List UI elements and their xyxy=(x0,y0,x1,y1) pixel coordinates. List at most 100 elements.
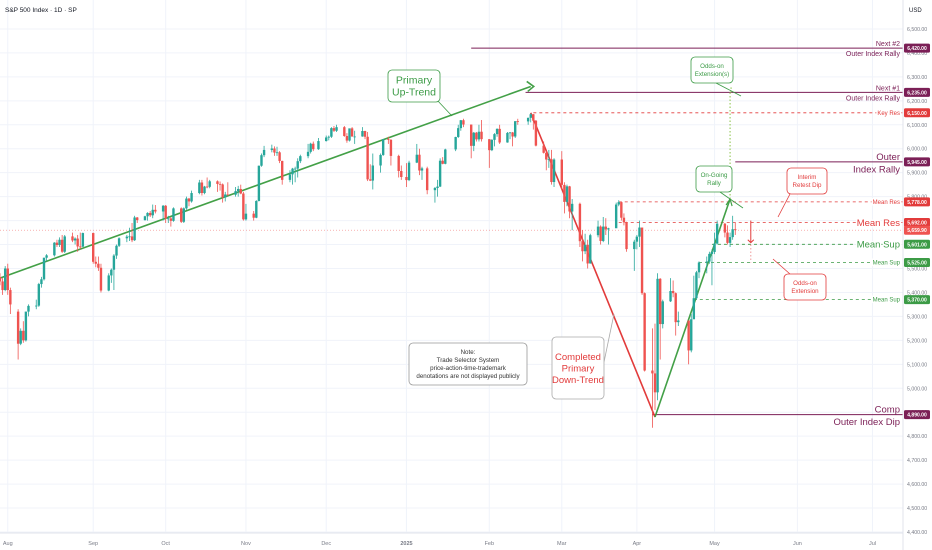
level-label-2: Outer Index Rally xyxy=(846,51,901,58)
price-tag xyxy=(904,295,930,305)
callout-text: denotations are not displayed publicly xyxy=(416,373,520,380)
candle-body xyxy=(560,159,563,185)
candle-body xyxy=(327,136,330,138)
candle-body xyxy=(239,188,242,194)
candle-body xyxy=(348,128,351,141)
candle-body xyxy=(244,213,248,220)
candle-body xyxy=(73,238,77,241)
candle-body xyxy=(674,293,677,323)
candle-body xyxy=(397,155,400,172)
candle-body xyxy=(143,216,147,221)
callout-text: Odds-on xyxy=(700,63,724,70)
candle-body xyxy=(687,320,690,351)
candle-body xyxy=(713,243,716,252)
candle-body xyxy=(513,121,517,137)
candle-body xyxy=(506,132,509,143)
candle-body xyxy=(731,229,734,238)
uptrend-arrowhead xyxy=(526,80,536,93)
price-tag xyxy=(904,197,930,207)
candle-body xyxy=(407,162,411,181)
price-tags: 6,420.00 6,235.00 6,150.00 5,945.00 5,778.00… xyxy=(904,43,930,420)
candle-body xyxy=(617,202,620,205)
candle-body xyxy=(71,236,74,241)
candle-body xyxy=(40,279,43,285)
x-tick-label: Jun xyxy=(793,541,802,547)
candle-body xyxy=(92,233,95,262)
candle-body xyxy=(345,136,349,141)
candle-body xyxy=(635,236,639,242)
candle-body xyxy=(625,222,628,250)
candle-body xyxy=(22,330,25,341)
candle-body xyxy=(462,120,465,125)
y-tick-label: 5,300.00 xyxy=(907,314,927,320)
candle-body xyxy=(671,291,675,294)
price-tag-label: 5,778.00 xyxy=(907,200,927,206)
candle-body xyxy=(117,238,121,246)
time-axis[interactable]: Aug Sep Oct Nov Dec 2025 Feb Mar Apr May Jun Jul xyxy=(3,541,876,547)
candle-body xyxy=(97,263,100,268)
candle-body xyxy=(226,194,230,196)
candle-body xyxy=(164,205,167,219)
candle-body xyxy=(734,229,737,231)
candle-body xyxy=(107,275,110,291)
level-label: Mean Sup xyxy=(857,240,900,251)
callout-text: Down-Trend xyxy=(552,375,604,386)
candle-body xyxy=(589,235,592,264)
candle-body xyxy=(275,152,279,154)
candle-body xyxy=(387,139,390,140)
candle-body xyxy=(293,168,297,170)
candle-body xyxy=(433,188,437,191)
candle-body xyxy=(415,154,419,163)
candle-body xyxy=(58,239,61,246)
x-tick-label: Feb xyxy=(485,541,494,547)
candle-body xyxy=(475,132,478,140)
candle-body xyxy=(607,228,610,230)
callouts: PrimaryUp-TrendCompletedPrimaryDown-Tren… xyxy=(387,56,828,400)
candle-body xyxy=(270,148,274,150)
x-tick-label: Dec xyxy=(321,541,331,547)
candle-body xyxy=(262,149,266,156)
candle-body xyxy=(205,186,209,188)
price-tag xyxy=(904,157,930,167)
candle-body xyxy=(218,183,222,185)
level-label-2: Outer Index Rally xyxy=(846,95,901,102)
candle-body xyxy=(208,181,211,187)
primary-uptrend-line xyxy=(0,85,532,279)
candle-body xyxy=(692,298,696,320)
y-tick-label: 4,400.00 xyxy=(907,530,927,536)
callout-text: Odds-on xyxy=(793,280,817,287)
callout-pointer xyxy=(777,193,791,218)
candle-body xyxy=(708,253,711,262)
callout-text: Primary xyxy=(396,75,433,87)
candle-body xyxy=(498,128,501,143)
candle-body xyxy=(622,217,626,223)
level-label: Mean Res xyxy=(857,218,901,229)
candle-body xyxy=(45,255,48,258)
level-label-2: Outer Index Dip xyxy=(833,417,900,428)
x-tick-label: May xyxy=(709,541,720,547)
candle-body xyxy=(288,174,292,180)
callout-text: On-Going xyxy=(701,172,728,179)
candle-body xyxy=(273,148,276,153)
candle-body xyxy=(133,217,136,241)
candle-body xyxy=(454,136,457,150)
candle-body xyxy=(325,137,328,142)
y-tick-label: 5,400.00 xyxy=(907,290,927,296)
candle-body xyxy=(317,141,320,150)
level-label: Next #2 xyxy=(876,41,900,48)
candle-body xyxy=(190,193,193,202)
callout-text: Note: xyxy=(461,349,476,356)
callout-box xyxy=(408,342,528,386)
candle-body xyxy=(508,132,512,134)
candle-body xyxy=(130,236,134,241)
candle-body xyxy=(53,242,56,256)
candle-body xyxy=(669,291,672,302)
candle-body xyxy=(697,262,701,273)
retest-dip-arrowhead xyxy=(747,239,755,244)
candle-body xyxy=(405,176,408,181)
callout-text: Extension xyxy=(791,288,819,295)
y-tick-label: 4,500.00 xyxy=(907,506,927,512)
candle-body xyxy=(545,152,548,160)
